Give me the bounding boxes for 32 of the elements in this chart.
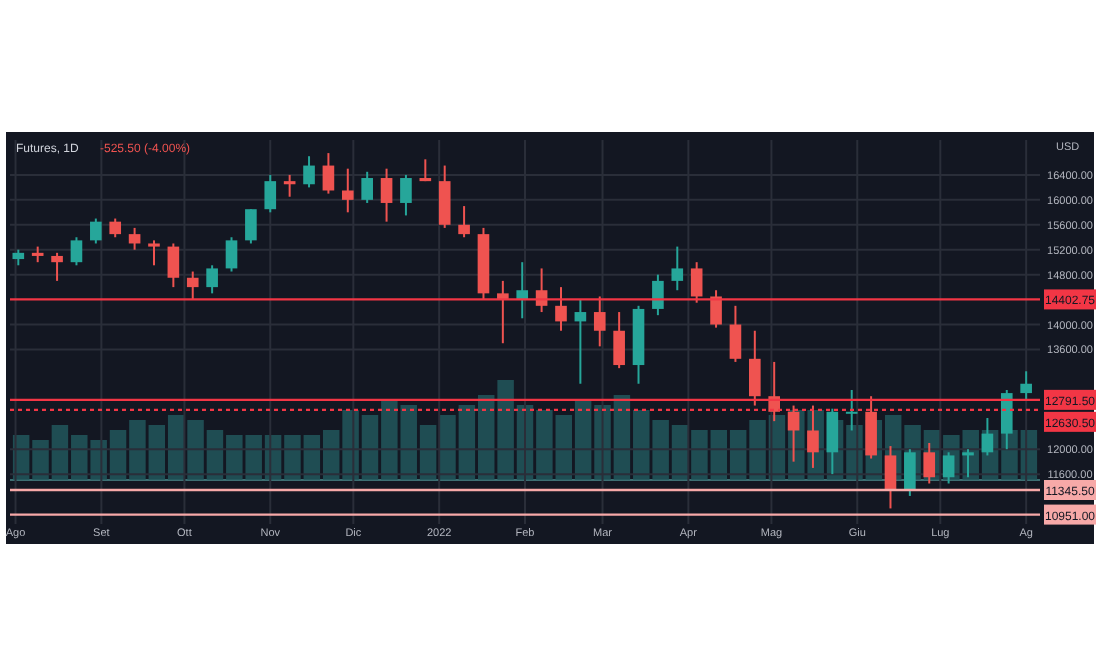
candlestick [710,289,722,329]
candlestick [109,217,122,239]
candlestick [264,173,277,214]
candlestick [593,295,606,348]
candlestick [1020,370,1032,401]
candlestick [729,304,742,363]
candlestick [283,173,296,198]
candlestick [206,264,218,295]
candlestick [186,270,199,301]
candlestick [303,155,315,189]
candlestick [555,286,567,332]
candlestick [70,236,83,267]
candlestick [380,167,393,223]
candlestick [341,167,354,214]
candlestick [458,205,470,239]
candlestick [613,311,625,370]
candlestick [245,208,257,245]
candlestick [438,164,451,229]
candlestick [90,217,102,245]
candlestick [225,236,238,273]
candlestick [128,226,141,251]
candlestick [690,261,703,304]
candlestick [322,152,335,195]
candlestick [167,242,180,289]
candlestick [51,251,63,282]
candlestick [652,273,664,317]
candlestick [574,298,587,385]
candlestick [671,245,684,292]
candlestick [749,329,761,407]
candlestick [361,170,373,204]
candlestick [400,173,412,217]
candlestick [148,239,160,267]
